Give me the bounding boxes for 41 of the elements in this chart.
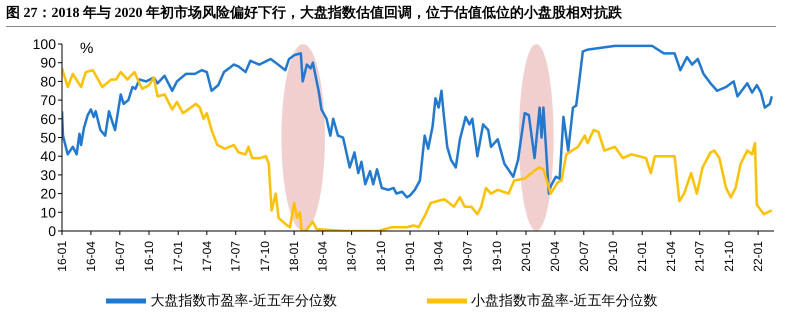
x-tick-label: 19-01 xyxy=(403,240,418,272)
x-tick-label: 16-04 xyxy=(84,240,98,272)
x-tick-label: 20-01 xyxy=(518,240,533,272)
x-tick-label: 20-04 xyxy=(548,240,562,272)
x-tick-label: 18-01 xyxy=(287,240,302,272)
chart-title: 图 27：2018 年与 2020 年初市场风险偏好下行，大盘指数估值回调，位于估值低位的小盘股相对抗跌 xyxy=(6,4,776,27)
y-tick-label: 90 xyxy=(40,54,56,71)
legend-label: 小盘指数市盈率-近五年分位数 xyxy=(471,292,658,308)
legend-label: 大盘指数市盈率-近五年分位数 xyxy=(150,292,337,308)
y-tick-label: 0 xyxy=(48,222,56,239)
x-tick-label: 19-10 xyxy=(490,240,504,272)
y-tick-label: 70 xyxy=(40,92,56,108)
x-tick-label: 16-07 xyxy=(112,240,127,272)
x-tick-label: 19-04 xyxy=(432,240,446,272)
x-tick-label: 20-10 xyxy=(606,240,620,272)
x-tick-label: 21-04 xyxy=(664,240,678,272)
x-tick-label: 21-01 xyxy=(635,240,650,272)
y-tick-label: 60 xyxy=(40,110,56,127)
x-tick-label: 16-01 xyxy=(55,240,69,272)
y-tick-label: 30 xyxy=(40,166,56,183)
x-tick-label: 18-04 xyxy=(316,240,330,272)
y-axis-title: % xyxy=(80,40,94,57)
x-tick-label: 22-01 xyxy=(751,240,766,272)
y-tick-label: 50 xyxy=(40,129,56,146)
y-tick-label: 80 xyxy=(40,73,56,90)
x-tick-label: 21-07 xyxy=(692,240,707,272)
y-tick-label: 100 xyxy=(32,36,56,52)
x-tick-label: 17-04 xyxy=(200,240,214,272)
x-tick-label: 20-07 xyxy=(576,240,591,272)
x-tick-label: 21-10 xyxy=(722,240,736,272)
y-tick-label: 20 xyxy=(40,186,56,202)
x-tick-label: 19-07 xyxy=(460,240,475,272)
x-tick-label: 17-10 xyxy=(258,240,272,272)
line-series xyxy=(62,44,774,199)
x-tick-label: 16-10 xyxy=(142,240,156,272)
x-tick-label: 17-07 xyxy=(228,240,243,272)
y-tick-label: 10 xyxy=(40,204,56,220)
x-tick-label: 17-01 xyxy=(171,240,186,272)
x-tick-label: 18-07 xyxy=(344,240,359,272)
x-tick-label: 18-10 xyxy=(374,240,388,272)
y-tick-label: 40 xyxy=(40,148,56,164)
